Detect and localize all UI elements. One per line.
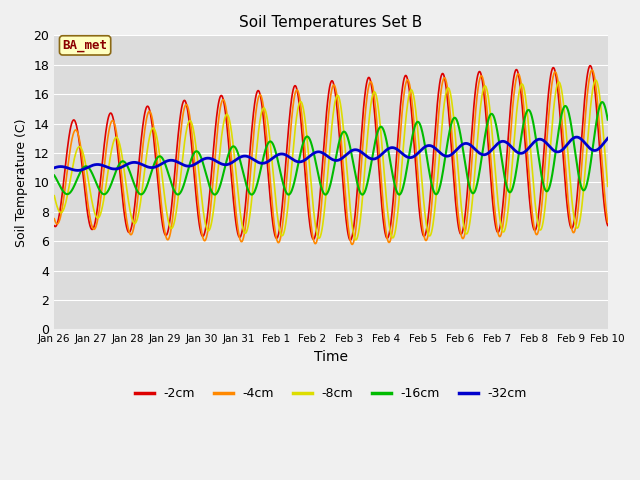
Legend: -2cm, -4cm, -8cm, -16cm, -32cm: -2cm, -4cm, -8cm, -16cm, -32cm	[130, 383, 532, 406]
Y-axis label: Soil Temperature (C): Soil Temperature (C)	[15, 118, 28, 247]
X-axis label: Time: Time	[314, 350, 348, 364]
Text: BA_met: BA_met	[63, 39, 108, 52]
Title: Soil Temperatures Set B: Soil Temperatures Set B	[239, 15, 422, 30]
